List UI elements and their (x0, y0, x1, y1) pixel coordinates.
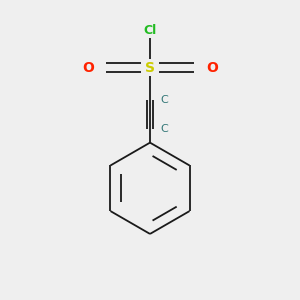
Text: Cl: Cl (143, 24, 157, 37)
Text: C: C (160, 124, 168, 134)
Text: C: C (160, 95, 168, 105)
Text: O: O (206, 61, 218, 75)
Text: S: S (145, 61, 155, 75)
Text: O: O (82, 61, 94, 75)
